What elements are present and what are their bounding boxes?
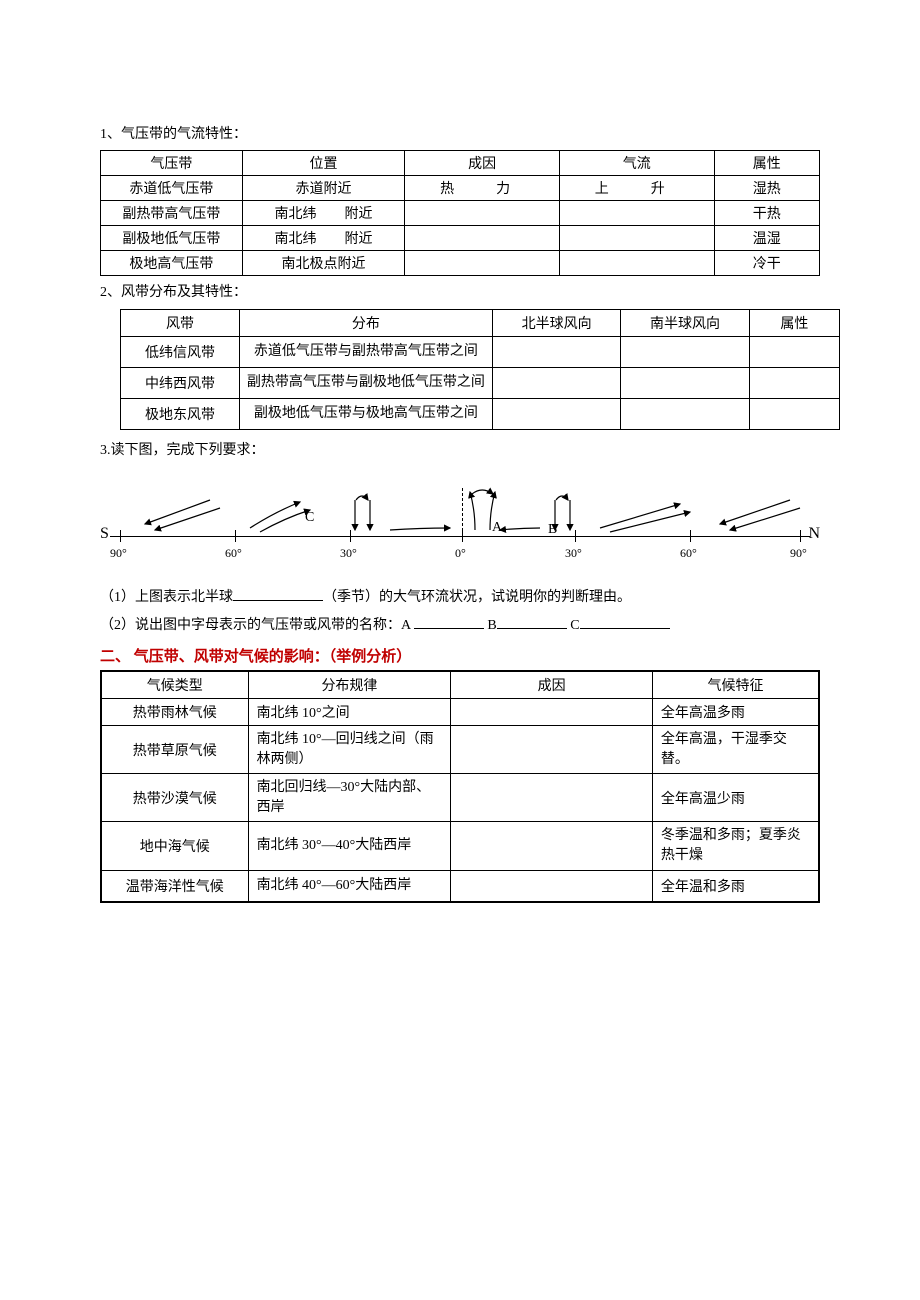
t3-r1c2: 南北纬 10°之间 bbox=[248, 698, 451, 725]
t1-r3c3 bbox=[405, 226, 560, 251]
t2-r3c1: 极地东风带 bbox=[121, 398, 240, 429]
section1-heading: 1、气压带的气流特性： bbox=[100, 124, 820, 146]
section-red-heading: 二、 气压带、风带对气候的影响：（举例分析） bbox=[100, 645, 820, 666]
t2-r3c3 bbox=[492, 398, 620, 429]
question3-q1: （1）上图表示北半球 （季节）的大气环流状况，试说明你的判断理由。 bbox=[100, 586, 820, 609]
q1-blank[interactable] bbox=[233, 586, 323, 601]
t1-r3c1: 副极地低气压带 bbox=[101, 226, 243, 251]
t2-r3c5 bbox=[749, 398, 839, 429]
q2-blank-b[interactable] bbox=[497, 614, 567, 629]
t1-r1c4: 上 升 bbox=[559, 176, 714, 201]
t2-r1c4 bbox=[621, 336, 749, 367]
question3-q2: （2）说出图中字母表示的气压带或风带的名称：A B C bbox=[100, 614, 820, 637]
t1-h5: 属性 bbox=[714, 151, 819, 176]
t2-r2c2: 副热带高气压带与副极地低气压带之间 bbox=[239, 367, 492, 398]
circulation-diagram: S N 90° 60° 30° 0° 30° 60° 90° A B C bbox=[100, 480, 820, 580]
t1-r4c4 bbox=[559, 251, 714, 276]
t1-r2c2: 南北纬 附近 bbox=[242, 201, 405, 226]
t1-h1: 气压带 bbox=[101, 151, 243, 176]
t3-h4: 气候特征 bbox=[652, 671, 819, 699]
tlabel-0: 0° bbox=[455, 546, 466, 561]
t3-r2c4: 全年高温，干湿季交替。 bbox=[652, 725, 819, 773]
tlabel-s60: 60° bbox=[225, 546, 242, 561]
tlabel-n60: 60° bbox=[680, 546, 697, 561]
t1-r3c2: 南北纬 附近 bbox=[242, 226, 405, 251]
q2-b: B bbox=[487, 618, 496, 633]
q2-pre: （2）说出图中字母表示的气压带或风带的名称：A bbox=[100, 618, 414, 633]
t1-h2: 位置 bbox=[242, 151, 405, 176]
t3-r4c1: 地中海气候 bbox=[101, 822, 248, 870]
t1-r1c5: 湿热 bbox=[714, 176, 819, 201]
t1-r3c5: 温湿 bbox=[714, 226, 819, 251]
t3-r1c3 bbox=[451, 698, 653, 725]
t3-r4c3 bbox=[451, 822, 653, 870]
t3-r4c4: 冬季温和多雨；夏季炎热干燥 bbox=[652, 822, 819, 870]
question3-intro: 3.读下图，完成下列要求： bbox=[100, 440, 820, 462]
t2-r2c5 bbox=[749, 367, 839, 398]
t1-h4: 气流 bbox=[559, 151, 714, 176]
t2-h4: 南半球风向 bbox=[621, 309, 749, 336]
t3-r2c1: 热带草原气候 bbox=[101, 725, 248, 773]
t1-r4c3 bbox=[405, 251, 560, 276]
t1-r1c1: 赤道低气压带 bbox=[101, 176, 243, 201]
section2-heading: 2、风带分布及其特性： bbox=[100, 282, 820, 304]
t2-r3c4 bbox=[621, 398, 749, 429]
climate-table: 气候类型 分布规律 成因 气候特征 热带雨林气候 南北纬 10°之间 全年高温多… bbox=[100, 670, 820, 903]
t3-r3c4: 全年高温少雨 bbox=[652, 774, 819, 822]
t1-r4c1: 极地高气压带 bbox=[101, 251, 243, 276]
t2-h5: 属性 bbox=[749, 309, 839, 336]
t2-r2c3 bbox=[492, 367, 620, 398]
q1-post: （季节）的大气环流状况，试说明你的判断理由。 bbox=[323, 590, 631, 605]
t1-r2c4 bbox=[559, 201, 714, 226]
circulation-arrows-icon bbox=[100, 480, 820, 540]
t3-r5c2: 南北纬 40°—60°大陆西岸 bbox=[248, 870, 451, 902]
wind-belt-table: 风带 分布 北半球风向 南半球风向 属性 低纬信风带 赤道低气压带与副热带高气压… bbox=[120, 309, 840, 430]
t3-r3c1: 热带沙漠气候 bbox=[101, 774, 248, 822]
t3-r3c2: 南北回归线—30°大陆内部、西岸 bbox=[248, 774, 451, 822]
t2-r3c2: 副极地低气压带与极地高气压带之间 bbox=[239, 398, 492, 429]
t3-r2c3 bbox=[451, 725, 653, 773]
t3-h2: 分布规律 bbox=[248, 671, 451, 699]
t3-r5c4: 全年温和多雨 bbox=[652, 870, 819, 902]
t1-h3: 成因 bbox=[405, 151, 560, 176]
t1-r1c3: 热 力 bbox=[405, 176, 560, 201]
t1-r4c2: 南北极点附近 bbox=[242, 251, 405, 276]
t3-r2c2: 南北纬 10°—回归线之间（雨林两侧） bbox=[248, 725, 451, 773]
tlabel-n90: 90° bbox=[790, 546, 807, 561]
t3-h3: 成因 bbox=[451, 671, 653, 699]
tlabel-s30: 30° bbox=[340, 546, 357, 561]
t2-h3: 北半球风向 bbox=[492, 309, 620, 336]
tlabel-s90: 90° bbox=[110, 546, 127, 561]
t3-r5c3 bbox=[451, 870, 653, 902]
t2-r2c1: 中纬西风带 bbox=[121, 367, 240, 398]
t1-r2c5: 干热 bbox=[714, 201, 819, 226]
t2-h2: 分布 bbox=[239, 309, 492, 336]
t3-r1c4: 全年高温多雨 bbox=[652, 698, 819, 725]
t3-r5c1: 温带海洋性气候 bbox=[101, 870, 248, 902]
t1-r2c1: 副热带高气压带 bbox=[101, 201, 243, 226]
t1-r4c5: 冷干 bbox=[714, 251, 819, 276]
q2-blank-c[interactable] bbox=[580, 614, 670, 629]
t3-h1: 气候类型 bbox=[101, 671, 248, 699]
t1-r2c3 bbox=[405, 201, 560, 226]
pressure-belt-table: 气压带 位置 成因 气流 属性 赤道低气压带 赤道附近 热 力 上 升 湿热 副… bbox=[100, 150, 820, 276]
q2-blank-a[interactable] bbox=[414, 614, 484, 629]
t2-r1c3 bbox=[492, 336, 620, 367]
t2-r1c2: 赤道低气压带与副热带高气压带之间 bbox=[239, 336, 492, 367]
t1-r3c4 bbox=[559, 226, 714, 251]
t2-h1: 风带 bbox=[121, 309, 240, 336]
t3-r1c1: 热带雨林气候 bbox=[101, 698, 248, 725]
t2-r2c4 bbox=[621, 367, 749, 398]
t1-r1c2: 赤道附近 bbox=[242, 176, 405, 201]
tlabel-n30: 30° bbox=[565, 546, 582, 561]
t2-r1c5 bbox=[749, 336, 839, 367]
t2-r1c1: 低纬信风带 bbox=[121, 336, 240, 367]
q2-c: C bbox=[570, 618, 579, 633]
t3-r3c3 bbox=[451, 774, 653, 822]
q1-pre: （1）上图表示北半球 bbox=[100, 590, 233, 605]
t3-r4c2: 南北纬 30°—40°大陆西岸 bbox=[248, 822, 451, 870]
